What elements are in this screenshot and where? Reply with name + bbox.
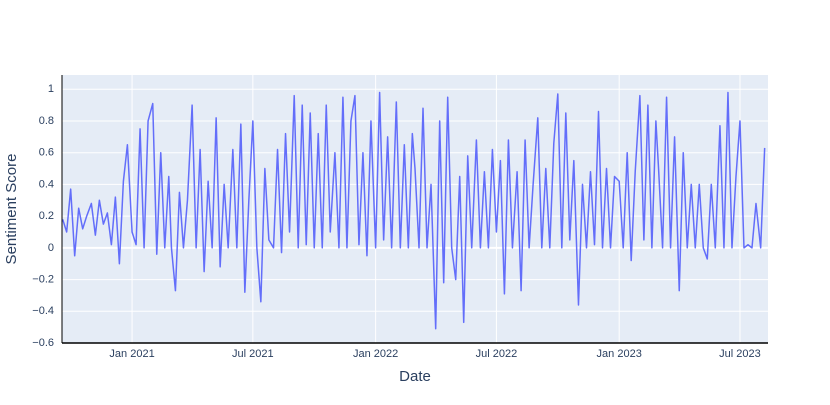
plot-background xyxy=(62,75,768,343)
y-tick-label: 0.2 xyxy=(39,210,54,222)
y-tick-label: −0.4 xyxy=(32,305,54,317)
x-tick-label: Jul 2022 xyxy=(476,348,518,360)
y-tick-label: 0.6 xyxy=(39,147,54,159)
marks xyxy=(61,91,766,330)
y-tick-label: −0.6 xyxy=(32,337,54,349)
data-line xyxy=(61,91,766,330)
y-tick-label: 0 xyxy=(48,242,54,254)
x-tick-label: Jul 2023 xyxy=(719,348,761,360)
x-tick-label: Jul 2021 xyxy=(232,348,274,360)
x-tick-label: Jan 2023 xyxy=(597,348,642,360)
y-tick-label: 0.4 xyxy=(39,178,54,190)
x-tick-label: Jan 2022 xyxy=(353,348,398,360)
x-tick-label: Jan 2021 xyxy=(109,348,154,360)
y-tick-label: 1 xyxy=(48,83,54,95)
y-tick-label: −0.2 xyxy=(32,273,54,285)
grid xyxy=(62,75,768,344)
y-tick-label: 0.8 xyxy=(39,115,54,127)
x-axis-title: Date xyxy=(399,368,431,385)
y-axis-title: Sentiment Score xyxy=(3,154,20,265)
